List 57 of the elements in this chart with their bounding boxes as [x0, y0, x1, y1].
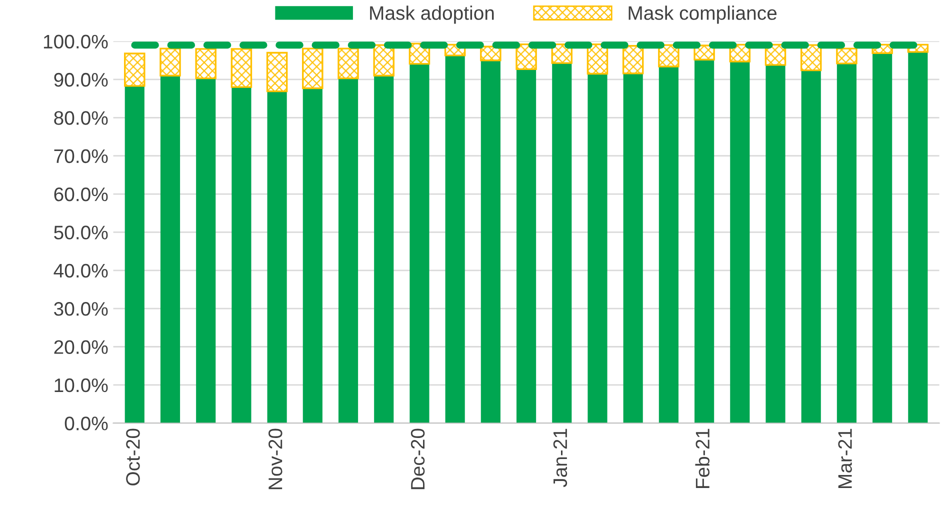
x-tick-label: Nov-20	[268, 428, 282, 490]
bar	[480, 60, 500, 424]
y-tick-label: 30.0%	[54, 302, 108, 316]
bar	[373, 44, 394, 76]
bar	[516, 44, 537, 70]
bar	[623, 73, 643, 424]
bar	[800, 44, 822, 72]
bar	[908, 52, 928, 424]
bar	[338, 78, 358, 424]
x-tick-label: Jan-21	[553, 428, 568, 488]
y-tick-label: 10.0%	[54, 378, 108, 392]
bar	[836, 48, 858, 64]
bar	[302, 48, 324, 90]
y-tick-label: 20.0%	[54, 340, 108, 354]
bar	[230, 48, 252, 88]
bar	[338, 48, 359, 80]
bar	[516, 69, 536, 424]
bar	[836, 63, 856, 424]
bar	[445, 55, 465, 424]
bar	[232, 87, 252, 424]
bar	[195, 48, 216, 80]
bar	[588, 74, 608, 424]
legend-label: Mask adoption	[370, 6, 494, 24]
bar	[730, 62, 750, 424]
bar	[374, 76, 394, 424]
bar	[266, 52, 288, 92]
y-tick-label: 100.0%	[44, 34, 108, 49]
legend-label: Mask compliance	[628, 6, 777, 24]
bar	[552, 63, 572, 424]
bar	[124, 86, 144, 424]
bar	[196, 78, 216, 424]
bar	[766, 64, 786, 424]
bar	[410, 64, 430, 424]
y-tick-label: 60.0%	[54, 187, 108, 202]
bar	[302, 88, 322, 424]
y-tick-label: 80.0%	[54, 111, 108, 125]
x-tick-label: Dec-20	[410, 428, 425, 490]
bar	[160, 48, 181, 76]
y-tick-label: 40.0%	[54, 264, 108, 278]
bar	[872, 53, 892, 424]
bar	[586, 44, 608, 75]
bar	[160, 76, 180, 424]
bar	[480, 46, 502, 62]
y-tick-label: 50.0%	[54, 226, 108, 240]
bar	[694, 60, 714, 424]
bar	[658, 66, 678, 424]
y-tick-label: 90.0%	[54, 72, 108, 87]
bar	[801, 70, 821, 424]
bar	[658, 44, 680, 68]
y-tick-label: 0.0%	[64, 416, 108, 430]
x-tick-label: Feb-21	[695, 428, 710, 488]
x-tick-label: Oct-20	[126, 428, 140, 486]
x-tick-label: Mar-21	[838, 428, 852, 488]
bar	[622, 45, 644, 74]
bar	[267, 91, 287, 424]
y-tick-label: 70.0%	[54, 149, 108, 164]
bar	[124, 52, 146, 87]
